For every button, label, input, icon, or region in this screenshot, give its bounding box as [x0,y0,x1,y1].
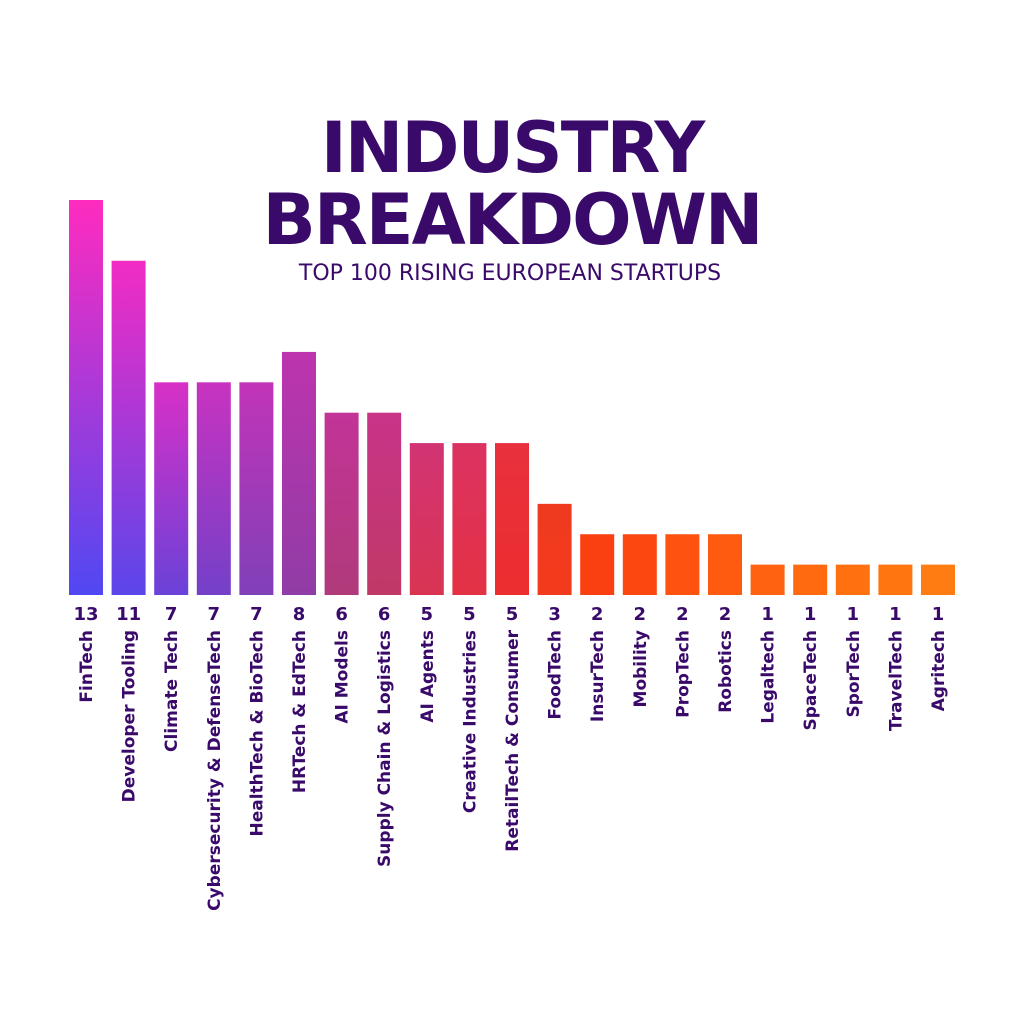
x-tick-label: SporTech [844,630,864,718]
x-tick-label: Cybersecurity & DefenseTech [205,630,225,911]
bar [750,564,785,595]
bar [196,382,231,595]
x-tick-label: AI Models [333,630,353,724]
value-label: 5 [506,604,519,625]
value-label: 6 [335,604,348,625]
chart-subtitle: TOP 100 RISING EUROPEAN STARTUPS [298,261,721,286]
bar [111,260,146,595]
value-label: 7 [165,604,178,625]
bar [367,412,402,595]
value-label: 11 [116,604,141,625]
x-tick-label: FinTech [77,630,97,703]
bar [835,564,870,595]
bar [708,534,742,595]
x-tick-label: InsurTech [588,630,608,722]
x-tick-label: Climate Tech [162,630,182,752]
value-label: 6 [378,604,391,625]
value-label: 2 [719,604,732,625]
bar [324,412,359,595]
value-label: 1 [761,604,774,625]
chart-title: INDUSTRY [321,107,707,189]
value-label: 1 [847,604,860,625]
value-label: 8 [293,604,306,625]
value-label: 2 [634,604,647,625]
bar [793,564,828,595]
bar [69,200,103,595]
value-label: 7 [208,604,221,625]
value-label: 1 [889,604,902,625]
x-tick-label: Creative Industries [460,630,480,813]
x-tick-label: HRTech & EdTech [290,630,310,793]
x-tick-label: Agritech [929,630,949,711]
x-tick-label: SpaceTech [801,630,821,731]
value-label: 5 [463,604,476,625]
value-label: 5 [421,604,434,625]
x-tick-label: HealthTech & BioTech [247,630,267,837]
bar [239,382,274,595]
x-tick-label: PropTech [673,630,693,718]
value-label: 1 [804,604,817,625]
x-tick-label: Legaltech [759,630,779,724]
bar [878,564,913,595]
value-label: 13 [73,604,98,625]
value-label: 2 [676,604,689,625]
value-label: 2 [591,604,604,625]
value-label: 3 [548,604,561,625]
x-tick-label: Robotics [716,630,736,713]
bar [622,534,657,595]
x-tick-label: RetailTech & Consumer [503,629,523,851]
bar [154,382,189,595]
bar [409,443,444,595]
value-label: 7 [250,604,263,625]
bar [537,503,572,595]
chart-title: BREAKDOWN [263,179,762,261]
bar [282,351,316,595]
bar [580,534,615,595]
bar [921,564,955,595]
x-tick-label: Supply Chain & Logistics [375,630,395,867]
x-tick-label: Mobility [631,630,651,707]
bar [665,534,700,595]
x-tick-label: FoodTech [546,630,566,720]
x-tick-label: Developer Tooling [120,630,140,802]
x-tick-label: TravelTech [886,630,906,731]
value-label: 1 [932,604,945,625]
bar [495,443,529,595]
bar [452,443,487,595]
x-tick-label: AI Agents [418,630,438,723]
